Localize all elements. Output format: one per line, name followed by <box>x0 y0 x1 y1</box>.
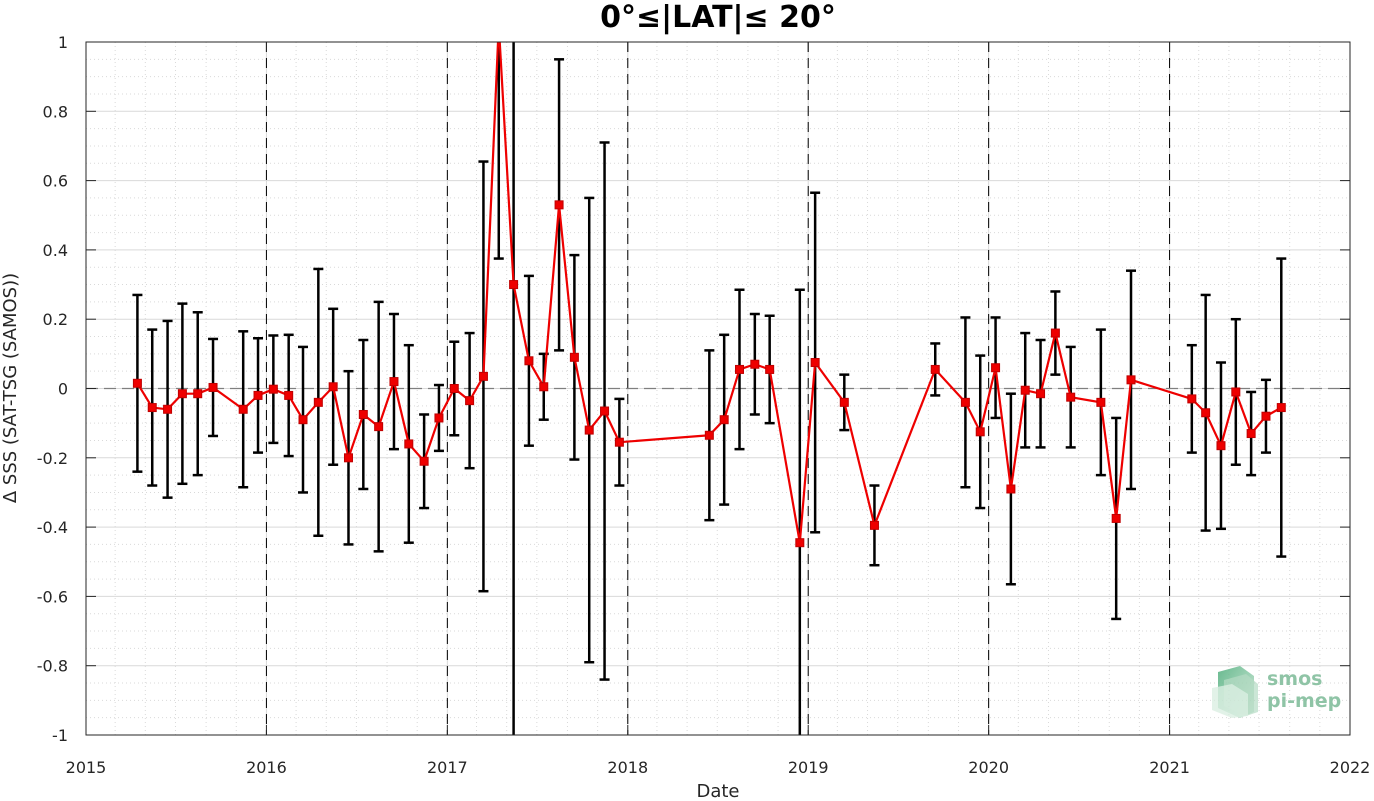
x-tick-label: 2015 <box>66 758 107 777</box>
data-point-marker <box>765 364 775 374</box>
data-point-marker <box>177 389 187 399</box>
y-tick-label: -0.4 <box>37 518 68 537</box>
data-point-marker <box>839 397 849 407</box>
data-point-marker <box>704 430 714 440</box>
y-tick-label: 0.4 <box>43 241 68 260</box>
data-point-marker <box>991 363 1001 373</box>
data-point-marker <box>584 425 594 435</box>
data-point-marker <box>960 397 970 407</box>
x-axis-label: Date <box>696 781 739 801</box>
data-point-marker <box>495 21 503 29</box>
logo-text-line1: smos <box>1267 668 1322 690</box>
data-point-marker <box>539 382 549 392</box>
data-point-marker <box>735 364 745 374</box>
data-point-marker <box>1187 394 1197 404</box>
data-point-marker <box>1231 387 1241 397</box>
data-point-marker <box>1216 441 1226 451</box>
error-bars <box>132 42 1287 735</box>
data-point-marker <box>569 352 579 362</box>
data-point-marker <box>750 359 760 369</box>
data-point-marker <box>374 422 384 432</box>
error-bar <box>493 42 504 260</box>
x-tick-label: 2017 <box>427 758 468 777</box>
error-bar <box>512 42 515 735</box>
data-point-marker <box>1246 429 1256 439</box>
y-tick-label: 0.2 <box>43 310 68 329</box>
data-point-marker <box>795 538 805 548</box>
x-tick-label: 2022 <box>1330 758 1371 777</box>
data-point-marker <box>1006 484 1016 494</box>
data-point-marker <box>1126 375 1136 385</box>
data-point-marker <box>810 358 820 368</box>
data-point-marker <box>163 404 173 414</box>
data-point-marker <box>1276 403 1286 413</box>
data-point-marker <box>975 427 985 437</box>
data-point-marker <box>208 382 218 392</box>
data-point-marker <box>1036 389 1046 399</box>
y-tick-label: 1 <box>58 33 68 52</box>
data-point-marker <box>343 453 353 463</box>
data-point-marker <box>1261 411 1271 421</box>
y-axis-tick-labels: -1 -0.8 -0.6 -0.4 -0.2 0 0.2 0.4 0.6 0.8 1 <box>37 33 68 745</box>
x-tick-label: 2016 <box>246 758 287 777</box>
data-point-marker <box>1066 392 1076 402</box>
data-point-marker <box>268 384 278 394</box>
x-tick-label: 2020 <box>968 758 1009 777</box>
data-point-marker <box>313 397 323 407</box>
y-tick-label: 0 <box>58 380 68 399</box>
data-point-marker <box>132 378 142 388</box>
y-tick-label: -0.2 <box>37 449 68 468</box>
data-point-marker <box>449 384 459 393</box>
x-tick-label: 2019 <box>788 758 829 777</box>
data-point-marker <box>147 403 157 413</box>
data-point-marker <box>419 456 429 466</box>
data-point-marker <box>930 364 940 374</box>
x-axis-tick-labels: 2015 2016 2017 2018 2019 2020 2021 2022 <box>66 758 1371 777</box>
data-point-marker <box>284 390 294 400</box>
data-point-marker <box>253 390 263 400</box>
year-boundaries <box>265 42 1171 735</box>
data-point-marker <box>465 396 475 406</box>
data-point-marker <box>1050 328 1060 338</box>
data-point-marker <box>389 377 399 387</box>
data-point-marker <box>524 356 534 366</box>
x-tick-label: 2018 <box>607 758 648 777</box>
data-point-marker <box>554 200 564 210</box>
y-axis-label: Δ SSS (SAT-TSG (SAMOS)) <box>0 273 21 503</box>
data-point-marker <box>434 413 444 423</box>
data-point-marker <box>1096 397 1106 407</box>
data-point-marker <box>1020 385 1030 395</box>
data-point-marker <box>1201 408 1211 418</box>
y-tick-label: -0.8 <box>37 657 68 676</box>
data-point-marker <box>358 409 368 419</box>
data-point-marker <box>614 437 624 447</box>
x-tick-label: 2021 <box>1149 758 1190 777</box>
y-tick-label: -0.6 <box>37 587 68 606</box>
data-point-marker <box>298 415 308 425</box>
data-point-marker <box>478 371 488 381</box>
logo-text-line2: pi-mep <box>1267 690 1341 712</box>
data-point-marker <box>719 415 729 425</box>
data-point-marker <box>238 404 248 414</box>
data-point-marker <box>193 389 203 399</box>
logo-mark-icon <box>1212 666 1258 718</box>
data-point-marker <box>328 382 338 392</box>
smos-pi-mep-logo: smos pi-mep <box>1212 666 1341 718</box>
y-tick-label: 0.8 <box>43 102 68 121</box>
y-tick-label: -1 <box>52 726 68 745</box>
data-point-marker <box>509 280 519 290</box>
data-point-marker <box>600 406 610 416</box>
data-point-marker <box>869 520 879 530</box>
data-point-marker <box>404 439 414 449</box>
series-markers <box>132 21 1286 548</box>
chart-title: 0°≤|LAT|≤ 20° <box>600 0 836 35</box>
y-tick-label: 0.6 <box>43 172 68 191</box>
data-point-marker <box>1111 513 1121 523</box>
axis-ticks <box>85 41 1351 736</box>
